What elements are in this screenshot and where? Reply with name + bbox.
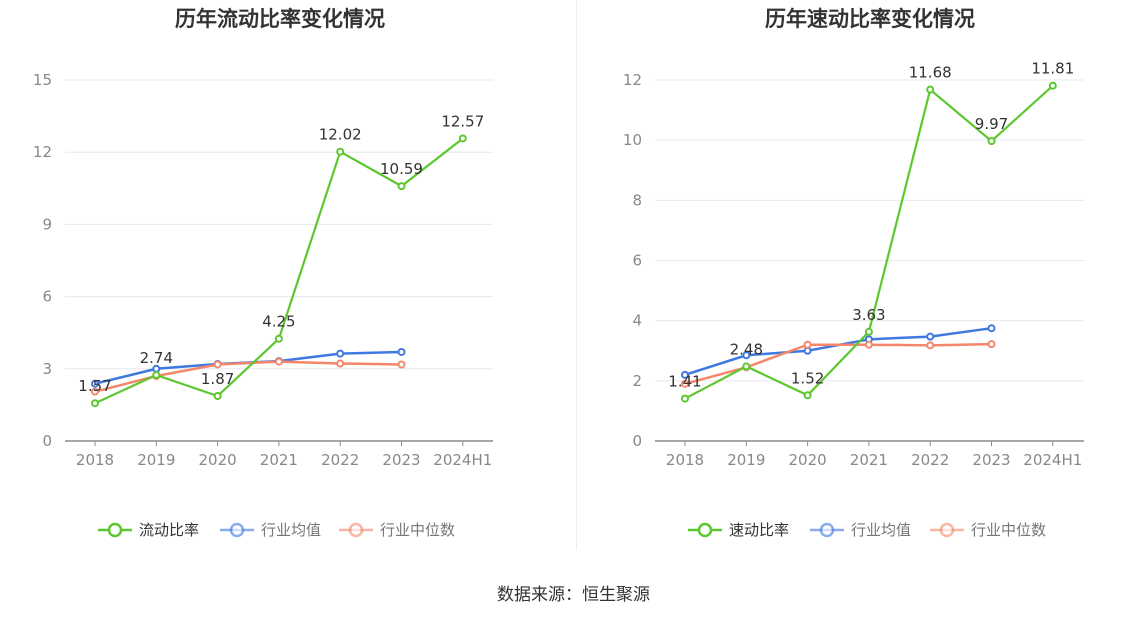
legend-marker (107, 522, 123, 538)
chart-title: 历年流动比率变化情况 (175, 7, 385, 31)
y-tick-label: 15 (33, 71, 52, 89)
data-point (803, 391, 812, 400)
y-tick-label: 0 (632, 432, 642, 450)
data-point (91, 387, 99, 396)
y-tick-label: 6 (632, 252, 642, 270)
data-point (213, 391, 222, 400)
data-label: 11.68 (909, 64, 952, 82)
data-label: 1.87 (201, 370, 234, 388)
x-tick-label: 2022 (321, 451, 359, 469)
data-point (987, 137, 996, 146)
legend-label: 行业均值 (851, 521, 911, 539)
data-label: 3.63 (852, 306, 885, 324)
y-tick-label: 3 (42, 360, 52, 378)
legend-item-1: 行业均值 (810, 521, 911, 539)
data-point (91, 399, 99, 408)
x-tick-label: 2022 (911, 451, 949, 469)
y-tick-label: 6 (42, 288, 52, 306)
data-label: 2.48 (730, 340, 763, 358)
legend-item-0: 速动比率 (688, 521, 789, 539)
y-tick-label: 8 (632, 191, 642, 209)
data-point (91, 379, 99, 388)
data-point (458, 134, 467, 143)
data-point (336, 147, 345, 156)
chart-title: 历年速动比率变化情况 (765, 7, 975, 31)
data-label: 10.59 (380, 160, 423, 178)
chart-divider (576, 0, 577, 550)
data-point (274, 357, 283, 366)
y-tick-label: 12 (33, 143, 52, 161)
legend-item-0: 流动比率 (98, 521, 199, 539)
data-point (397, 347, 406, 356)
data-label: 1.52 (791, 369, 824, 387)
legend-marker (697, 522, 713, 538)
x-tick-label: 2021 (850, 451, 888, 469)
legend-marker (229, 522, 245, 538)
series-line-2 (684, 342, 992, 386)
data-point (864, 327, 873, 336)
x-tick-label: 2018 (666, 451, 704, 469)
data-label: 9.97 (975, 115, 1008, 133)
data-point (336, 349, 345, 358)
x-tick-label: 2020 (199, 451, 237, 469)
data-point (742, 362, 751, 371)
current-ratio-chart: 历年流动比率变化情况 0 3 6 9 12 15 2018 2019 2020 2021 2022 20… (33, 7, 493, 539)
y-tick-label: 2 (632, 372, 642, 390)
legend-label: 行业均值 (261, 521, 321, 539)
x-tick-label: 2024H1 (1023, 451, 1082, 469)
legend-marker (819, 522, 835, 538)
x-tick-label: 2021 (260, 451, 298, 469)
data-point (213, 360, 222, 369)
y-tick-label: 12 (623, 71, 642, 89)
y-tick-label: 10 (623, 131, 642, 149)
legend-label: 行业中位数 (380, 521, 455, 539)
data-label: 11.81 (1031, 60, 1074, 78)
x-tick-label: 2023 (382, 451, 420, 469)
data-point (987, 324, 996, 333)
data-point (987, 340, 996, 349)
data-label: 1.41 (668, 373, 701, 391)
legend-item-1: 行业均值 (220, 521, 321, 539)
data-label: 4.25 (262, 313, 295, 331)
legend-label: 行业中位数 (971, 521, 1046, 539)
data-label: 2.74 (140, 349, 173, 367)
data-point (681, 394, 689, 403)
data-point (926, 332, 935, 341)
data-point (926, 85, 935, 94)
x-tick-label: 2019 (137, 451, 175, 469)
legend-label: 流动比率 (139, 521, 199, 539)
data-label: 12.02 (319, 126, 362, 144)
legend-label: 速动比率 (729, 521, 789, 539)
data-point (742, 351, 751, 360)
x-tick-label: 2024H1 (433, 451, 492, 469)
y-tick-label: 4 (632, 312, 642, 330)
y-tick-label: 0 (42, 432, 52, 450)
x-tick-label: 2020 (789, 451, 827, 469)
data-label: 12.57 (441, 112, 484, 130)
data-point (152, 371, 161, 380)
legend-item-2: 行业中位数 (930, 521, 1046, 539)
x-tick-label: 2023 (972, 451, 1010, 469)
data-label: 1.57 (78, 377, 111, 395)
data-point (681, 379, 689, 388)
data-point (1048, 81, 1057, 90)
x-tick-label: 2019 (727, 451, 765, 469)
data-point (336, 359, 345, 368)
legend-marker (939, 522, 955, 538)
legend-item-2: 行业中位数 (339, 521, 455, 539)
data-point (397, 360, 406, 369)
quick-ratio-chart: 历年速动比率变化情况 0 2 4 6 8 10 12 2018 2019 2020 2021 2022 2… (623, 7, 1084, 539)
data-point (681, 370, 689, 379)
data-source-footer: 数据来源：恒生聚源 (497, 585, 650, 605)
x-tick-label: 2018 (76, 451, 114, 469)
legend-marker (348, 522, 364, 538)
y-tick-label: 9 (42, 215, 52, 233)
data-point (926, 341, 935, 350)
data-point (274, 334, 283, 343)
data-point (864, 340, 873, 349)
data-point (803, 340, 812, 349)
data-point (397, 182, 406, 191)
